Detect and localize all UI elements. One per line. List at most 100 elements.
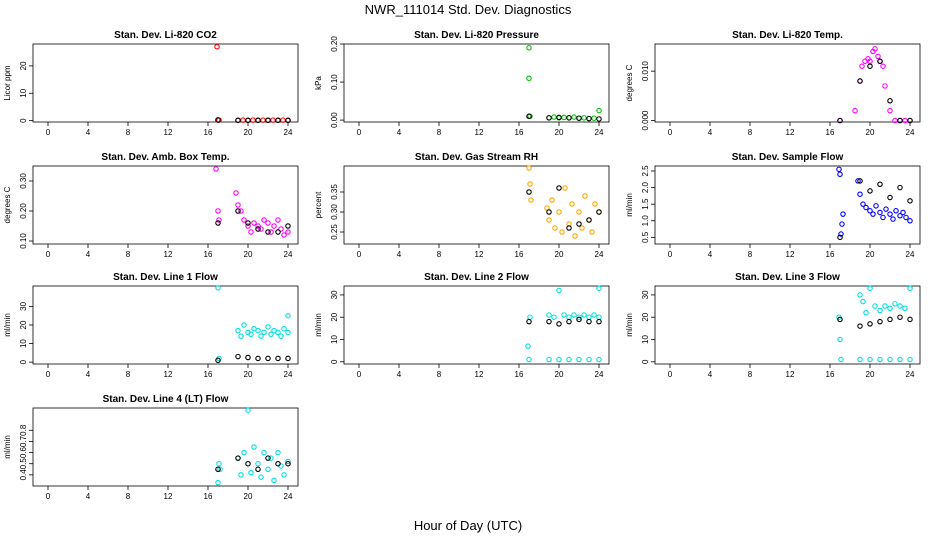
data-point-black [275, 229, 281, 235]
data-point [887, 356, 893, 363]
panel-title: Stan. Dev. Sample Flow [732, 152, 844, 163]
y-tick-label: 0.35 [330, 184, 339, 200]
data-point [245, 407, 251, 413]
data-point [268, 229, 274, 235]
data-point [893, 208, 899, 214]
data-point [526, 75, 532, 81]
data-point [552, 225, 558, 231]
data-point [855, 178, 861, 184]
x-tick-label: 0 [357, 370, 362, 379]
x-tick-label: 0 [46, 370, 51, 379]
y-tick-label: 20 [19, 61, 28, 70]
panel-title: Stan. Dev. Amb. Box Temp. [101, 152, 229, 163]
data-point [836, 166, 842, 173]
y-axis-label: ml/min [3, 313, 12, 337]
data-point [566, 356, 572, 363]
data-point-black [546, 115, 552, 121]
data-point-black [245, 220, 251, 226]
data-point [261, 217, 267, 223]
y-tick-label: 0.10 [330, 74, 339, 90]
y-axis-label: ml/min [625, 193, 634, 217]
data-point [271, 477, 277, 484]
data-point [255, 327, 261, 334]
chart-panel-line1: Stan. Dev. Line 1 Flow 0 4 8 12 16 20 24 0 10 20 30… [3, 272, 299, 379]
y-axis-label: percent [314, 191, 323, 218]
data-point [235, 202, 241, 208]
x-tick-label: 20 [555, 250, 564, 259]
x-tick-label: 0 [46, 128, 51, 137]
data-point [890, 216, 896, 222]
x-tick-label: 20 [555, 128, 564, 137]
data-point [887, 305, 893, 312]
panel-title: Stan. Dev. Line 2 Flow [424, 272, 529, 283]
data-point [561, 114, 567, 121]
data-point-black [235, 117, 241, 124]
x-tick-label: 4 [397, 370, 402, 379]
data-point [285, 312, 291, 319]
y-axis-label: ml/min [314, 313, 323, 337]
x-tick-label: 12 [164, 492, 173, 501]
data-point [235, 327, 241, 334]
x-tick-label: 20 [866, 128, 875, 137]
data-point [589, 229, 595, 235]
x-tick-label: 24 [595, 370, 604, 379]
data-point [863, 204, 869, 211]
data-point-black [867, 188, 873, 194]
data-point [214, 43, 220, 50]
data-point [840, 211, 846, 217]
x-tick-label: 12 [786, 370, 795, 379]
data-point-black [275, 355, 281, 362]
data-point [566, 314, 572, 320]
data-point [902, 117, 908, 124]
data-point-black [576, 316, 582, 323]
data-point [596, 314, 602, 320]
x-tick-label: 20 [866, 250, 875, 259]
data-point [556, 209, 562, 215]
data-point-black [867, 63, 873, 69]
plot-frame [343, 165, 610, 245]
x-tick-label: 8 [437, 370, 442, 379]
x-tick-label: 24 [595, 128, 604, 137]
data-point [527, 181, 533, 187]
data-point-black [245, 460, 251, 467]
data-point [215, 208, 221, 214]
data-point [251, 444, 257, 450]
data-point-black [265, 455, 271, 461]
x-tick-label: 20 [866, 370, 875, 379]
x-tick-label: 4 [397, 128, 402, 137]
data-point [526, 165, 532, 171]
data-point [271, 223, 277, 229]
data-point [877, 356, 883, 363]
data-point-black [837, 117, 843, 124]
data-point [217, 466, 223, 473]
y-axis-label: ml/min [3, 435, 12, 459]
data-point [867, 285, 873, 291]
data-point-black [255, 466, 261, 473]
x-tick-label: 16 [826, 370, 835, 379]
y-tick-label: 10 [19, 339, 28, 348]
data-point [546, 356, 552, 363]
y-tick-label: 0 [330, 359, 339, 364]
data-point [525, 343, 531, 349]
data-point [526, 356, 532, 363]
data-point [285, 329, 291, 336]
data-point [907, 218, 913, 224]
data-point [579, 225, 585, 231]
x-tick-label: 8 [126, 250, 131, 259]
chart-panel-co2: Stan. Dev. Li-820 CO2 0 4 8 12 16 20 24 0 10 20 Lic… [3, 30, 299, 137]
data-point-black [235, 353, 241, 360]
x-tick-label: 8 [437, 250, 442, 259]
data-point [591, 312, 597, 318]
data-point-black [285, 460, 291, 467]
x-tick-label: 24 [906, 128, 915, 137]
data-point [857, 292, 863, 298]
y-tick-label: 0.20 [330, 36, 339, 52]
x-tick-label: 24 [284, 492, 293, 501]
data-point [596, 107, 602, 114]
chart-panel-sample-flow: Stan. Dev. Sample Flow 0 4 8 12 16 20 24 0.5 1.0 1… [625, 152, 921, 259]
data-point [546, 217, 552, 223]
panel-title: Stan. Dev. Li-820 Pressure [414, 30, 539, 41]
y-tick-label: 0.25 [330, 224, 339, 240]
data-point [586, 356, 592, 363]
